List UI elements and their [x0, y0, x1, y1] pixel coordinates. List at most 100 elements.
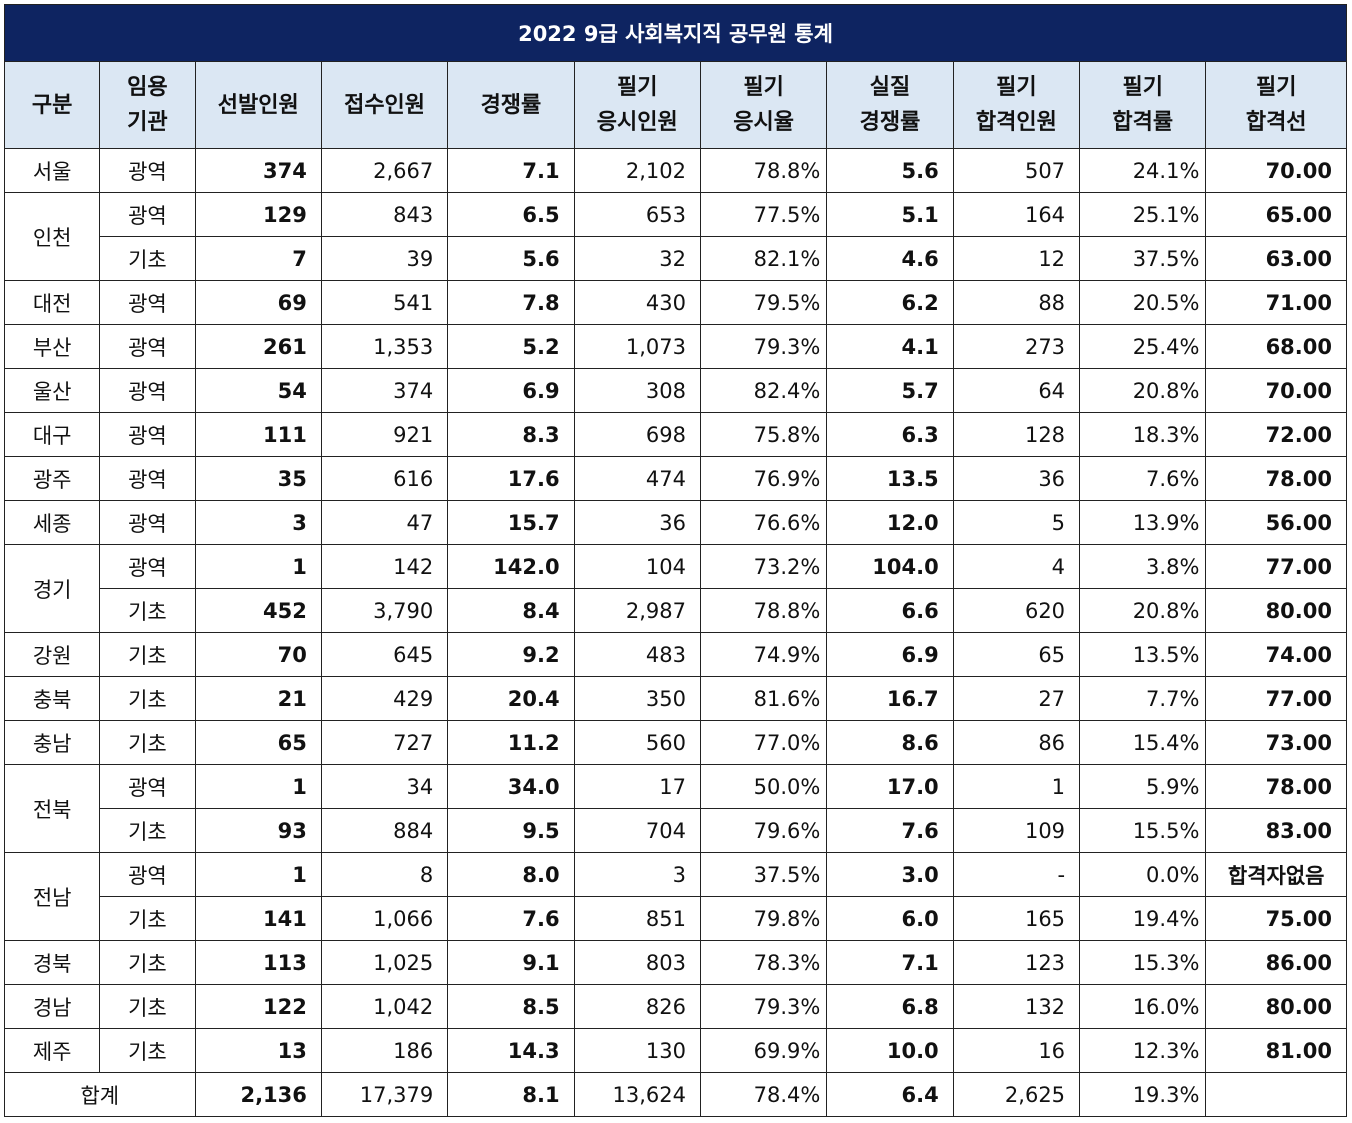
cell-exam-takers: 704: [573, 808, 701, 853]
cell-pass-rate: 7.6%: [1079, 456, 1207, 501]
cell-applied: 843: [320, 192, 449, 237]
cell-applied: 3,790: [320, 588, 449, 633]
table-row: 충북 기초 21 429 20.4 350 81.6% 16.7 27 7.7% 77.00: [3, 676, 1347, 721]
cell-real-ratio: 7.6: [826, 808, 954, 853]
cell-exam-takers: 474: [573, 456, 701, 501]
cell-region: 서울: [3, 148, 101, 193]
cell-agency: 광역: [99, 544, 196, 589]
header-selected-line: 선발인원: [217, 92, 299, 118]
header-selected: 선발인원: [194, 61, 322, 149]
cell-passed: 123: [952, 940, 1081, 985]
cell-applied: 142: [320, 544, 449, 589]
cell-ratio: 5.2: [447, 324, 575, 369]
cell-region: 경남: [3, 984, 101, 1029]
cell-exam-takers: 483: [573, 632, 701, 677]
cell-agency: 광역: [99, 368, 196, 413]
cell-pass-rate: 20.5%: [1079, 280, 1207, 325]
cell-pass-line: 78.00: [1205, 456, 1347, 501]
cell-applied: 1,042: [320, 984, 449, 1029]
cell-exam-rate: 74.9%: [699, 632, 828, 677]
cell-selected: 129: [194, 192, 322, 237]
header-passed-line: 합격인원: [975, 110, 1057, 135]
cell-ratio: 5.6: [447, 236, 575, 281]
cell-agency: 광역: [99, 148, 196, 193]
total-cell-exam-takers: 13,624: [573, 1072, 701, 1117]
cell-ratio: 8.5: [447, 984, 575, 1029]
cell-agency: 기초: [99, 984, 196, 1029]
cell-pass-rate: 20.8%: [1079, 368, 1207, 413]
cell-exam-rate: 50.0%: [699, 764, 828, 809]
cell-region: 전북: [3, 764, 101, 853]
table-row: 전북 광역 1 34 34.0 17 50.0% 17.0 1 5.9% 78.00: [3, 764, 1347, 853]
table-row: 기초 141 1,066 7.6 851 79.8% 6.0 165 19.4% 75.00: [5, 896, 1347, 941]
cell-agency: 광역: [99, 456, 196, 501]
header-real-ratio-line: 실질: [869, 75, 911, 100]
cell-pass-rate: 13.9%: [1079, 500, 1207, 545]
header-category-line: 구분: [31, 92, 73, 118]
table-row: 전남 광역 1 8 8.0 3 37.5% 3.0-0.0% 합격자없음: [3, 852, 1347, 941]
cell-ratio: 8.0: [447, 852, 575, 897]
cell-exam-rate: 82.1%: [699, 236, 828, 281]
cell-applied: 429: [320, 676, 449, 721]
cell-real-ratio: 16.7: [826, 676, 954, 721]
cell-exam-takers: 104: [573, 544, 701, 589]
header-exam-takers: 필기 응시인원: [573, 61, 701, 149]
cell-exam-takers: 2,102: [573, 148, 701, 193]
cell-pass-line: 56.00: [1205, 500, 1347, 545]
cell-selected: 13: [194, 1028, 322, 1073]
cell-passed: 132: [952, 984, 1081, 1029]
cell-pass-line: 65.00: [1205, 192, 1347, 237]
cell-passed: 64: [952, 368, 1081, 413]
cell-applied: 884: [320, 808, 449, 853]
cell-applied: 39: [320, 236, 449, 281]
cell-real-ratio: 5.7: [826, 368, 954, 413]
cell-real-ratio: 3.0: [826, 852, 954, 897]
cell-pass-rate: 15.3%: [1079, 940, 1207, 985]
cell-real-ratio: 6.3: [826, 412, 954, 457]
cell-passed: 1: [952, 764, 1081, 809]
table-row: 부산 광역 261 1,353 5.2 1,073 79.3% 4.1 273 25.4% 68.0…: [3, 324, 1347, 369]
cell-exam-rate: 82.4%: [699, 368, 828, 413]
cell-agency: 기초: [99, 808, 196, 853]
cell-selected: 261: [194, 324, 322, 369]
table-row: 서울 광역 374 2,667 7.1 2,102 78.8% 5.6 507 24.1% 70.0…: [3, 148, 1347, 193]
stats-table: 2022 9급 사회복지직 공무원 통계 구분 임용 기관 선발인원 접수인원 경쟁률 필기…: [3, 4, 1347, 1117]
table-row: 강원 기초 70 645 9.2 483 74.9% 6.9 65 13.5% 74.00: [3, 632, 1347, 677]
cell-agency: 기초: [99, 632, 196, 677]
cell-pass-rate: 20.8%: [1079, 588, 1207, 633]
cell-pass-line: 70.00: [1205, 148, 1347, 193]
cell-region: 경북: [3, 940, 101, 985]
total-cell-pass-rate: 19.3%: [1079, 1072, 1207, 1117]
cell-ratio: 8.3: [447, 412, 575, 457]
cell-pass-rate: 25.4%: [1079, 324, 1207, 369]
cell-agency: 기초: [99, 896, 196, 941]
cell-ratio: 7.8: [447, 280, 575, 325]
cell-pass-rate: 13.5%: [1079, 632, 1207, 677]
header-real-ratio-line: 경쟁률: [859, 110, 921, 135]
cell-selected: 65: [194, 720, 322, 765]
cell-exam-rate: 79.3%: [699, 984, 828, 1029]
cell-real-ratio: 17.0: [826, 764, 954, 809]
cell-agency: 광역: [99, 852, 196, 897]
table-row: 기초 7 39 5.6 32 82.1% 4.6 12 37.5% 63.00: [5, 236, 1347, 281]
header-pass-line: 필기 합격선: [1205, 61, 1347, 149]
header-exam-rate: 필기 응시율: [699, 61, 828, 149]
table-row: 기초 452 3,790 8.4 2,987 78.8% 6.6 620 20.8% 80.00: [5, 588, 1347, 633]
cell-real-ratio: 10.0: [826, 1028, 954, 1073]
cell-real-ratio: 7.1: [826, 940, 954, 985]
cell-exam-rate: 77.0%: [699, 720, 828, 765]
cell-real-ratio: 104.0: [826, 544, 954, 589]
cell-exam-rate: 69.9%: [699, 1028, 828, 1073]
cell-applied: 34: [320, 764, 449, 809]
cell-selected: 3: [194, 500, 322, 545]
cell-pass-rate: 37.5%: [1079, 236, 1207, 281]
cell-exam-takers: 2,987: [573, 588, 701, 633]
cell-pass-line: 68.00: [1205, 324, 1347, 369]
cell-exam-takers: 130: [573, 1028, 701, 1073]
cell-region: 대구: [3, 412, 101, 457]
total-cell-selected: 2,136: [194, 1072, 322, 1117]
header-pass-line-line: 필기: [1255, 75, 1297, 100]
cell-exam-rate: 78.8%: [699, 588, 828, 633]
cell-real-ratio: 13.5: [826, 456, 954, 501]
cell-applied: 1,025: [320, 940, 449, 985]
